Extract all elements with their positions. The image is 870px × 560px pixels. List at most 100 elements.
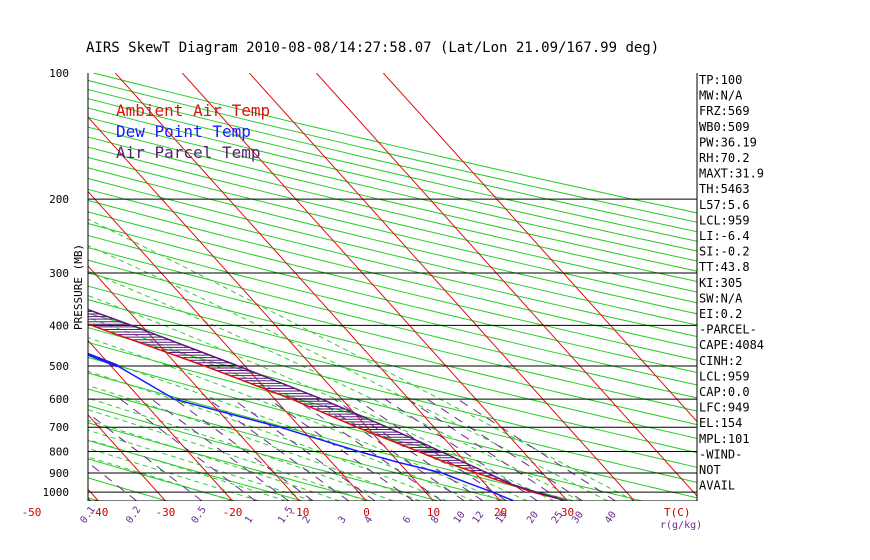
stat-item: TT:43.8 — [699, 260, 750, 274]
moist-adiabat-line — [88, 218, 635, 501]
dry-adiabat-line — [88, 116, 697, 262]
legend-entry: Ambient Air Temp — [116, 101, 270, 120]
moist-adiabat-line — [88, 354, 474, 501]
stat-item: CAPE:4084 — [699, 338, 764, 352]
dry-adiabat-line — [88, 405, 439, 501]
stat-item: LFC:949 — [699, 401, 750, 415]
stat-item: -PARCEL- — [699, 323, 757, 337]
mixing-ratio-label: 1 — [243, 514, 255, 525]
dry-adiabat-line — [88, 285, 697, 439]
isotherm-line — [315, 73, 697, 497]
dry-adiabats — [88, 73, 697, 501]
bottom-temp-tick: -50 — [22, 506, 42, 519]
isotherm-line — [181, 73, 568, 501]
legend-entry: Dew Point Temp — [116, 122, 251, 141]
mixing-ratio-line — [355, 398, 507, 501]
stat-item: CAP:0.0 — [699, 385, 750, 399]
mixing-ratio-labels: 0.1 0.2 0.5 1 1.5 2 3 4 6 8 10 12 15 20 25 30 40 — [78, 505, 618, 526]
isotherm-line — [0, 73, 32, 501]
stat-item: RH:70.2 — [699, 151, 750, 165]
dry-adiabat-line — [88, 272, 697, 426]
dew-point-line — [88, 353, 515, 501]
mixing-ratio-unit-label: r(g/kg) — [660, 520, 702, 531]
dry-adiabat-line — [88, 211, 697, 361]
stat-item: CINH:2 — [699, 354, 742, 368]
stat-item: MAXT:31.9 — [699, 167, 764, 181]
mixing-ratio-label: 10 — [452, 510, 468, 526]
stat-item: WB0:509 — [699, 120, 750, 134]
dew-point-emphasis — [88, 352, 119, 368]
isotherm-line — [382, 73, 697, 423]
ambient-temp-line — [88, 323, 568, 501]
dry-adiabat-line — [88, 312, 697, 468]
dry-adiabat-line — [88, 156, 697, 304]
pressure-tick: 500 — [49, 360, 69, 373]
stat-item: KI:305 — [699, 276, 742, 290]
bottom-temp-tick: 20 — [494, 506, 507, 519]
dry-adiabat-line — [88, 167, 697, 315]
moist-adiabats — [88, 218, 635, 501]
dry-adiabat-line — [88, 439, 304, 501]
dry-adiabat-line — [88, 299, 697, 454]
moist-adiabat-line — [88, 337, 501, 501]
dry-adiabat-line — [88, 234, 697, 386]
stat-item: LCL:959 — [699, 213, 750, 227]
mixing-ratio-line — [88, 412, 203, 501]
bottom-temp-tick: 0 — [363, 506, 370, 519]
isotherm-line — [114, 73, 501, 501]
moist-adiabat-line — [88, 317, 528, 501]
dry-adiabat-line — [88, 200, 697, 349]
pressure-tick: 600 — [49, 393, 69, 406]
mixing-ratio-label: 6 — [401, 514, 413, 525]
dry-adiabat-line — [88, 126, 697, 272]
dry-adiabat-line — [88, 107, 697, 252]
isotherm-line — [88, 265, 300, 501]
moist-adiabat-line — [88, 409, 367, 501]
dry-adiabat-line — [88, 223, 697, 374]
bottom-temp-tick: -20 — [223, 506, 243, 519]
stat-item: EL:154 — [699, 416, 742, 430]
isotherms — [0, 73, 697, 501]
mixing-ratio-line — [207, 398, 350, 501]
dry-adiabat-line — [88, 422, 371, 501]
dry-adiabat-line — [88, 388, 507, 501]
pressure-tick: 900 — [49, 467, 69, 480]
stat-item: EI:0.2 — [699, 307, 742, 321]
profiles — [88, 308, 568, 501]
stat-item: MPL:101 — [699, 432, 750, 446]
mixing-ratio-line — [295, 398, 443, 501]
mixing-ratio-label: 0.5 — [190, 505, 209, 526]
mixing-ratio-label: 20 — [525, 510, 541, 526]
mixing-ratio-label: 0.2 — [124, 505, 143, 526]
bottom-temp-tick: -40 — [89, 506, 109, 519]
isotherm-line — [88, 190, 367, 501]
moist-adiabat-line — [88, 270, 582, 501]
pressure-tick: 400 — [49, 319, 69, 332]
mixing-ratio-line — [316, 398, 465, 501]
mixing-ratio-label: 2 — [301, 514, 313, 525]
moist-adiabat-line — [88, 419, 340, 501]
mixing-ratio-line — [268, 398, 414, 501]
bottom-temp-tick: 30 — [561, 506, 574, 519]
chart-title: AIRS SkewT Diagram 2010-08-08/14:27:58.0… — [86, 40, 659, 56]
stat-item: TH:5463 — [699, 182, 750, 196]
moist-adiabat-line — [88, 294, 555, 501]
mixing-ratio-line — [120, 398, 256, 501]
bottom-temperature-ticks: -50 -40 -30 -20 -10 0 10 20 30 — [22, 506, 575, 519]
mixing-ratio-line — [333, 398, 484, 501]
stat-item: TP:100 — [699, 73, 742, 87]
dry-adiabat-line — [88, 372, 575, 501]
moist-adiabat-line — [88, 429, 314, 501]
dry-adiabat-line — [88, 259, 697, 412]
mixing-ratio-line — [151, 398, 290, 501]
pressure-tick: 200 — [49, 193, 69, 206]
mixing-ratio-line — [174, 398, 314, 501]
mixing-ratio-label: 3 — [336, 514, 348, 525]
isobars — [88, 198, 697, 501]
stat-item: PW:36.19 — [699, 135, 757, 149]
pressure-tick: 1000 — [43, 486, 70, 499]
isotherm-line — [248, 73, 635, 501]
moist-adiabat-line — [88, 245, 608, 501]
stat-item: -WIND- — [699, 447, 742, 461]
